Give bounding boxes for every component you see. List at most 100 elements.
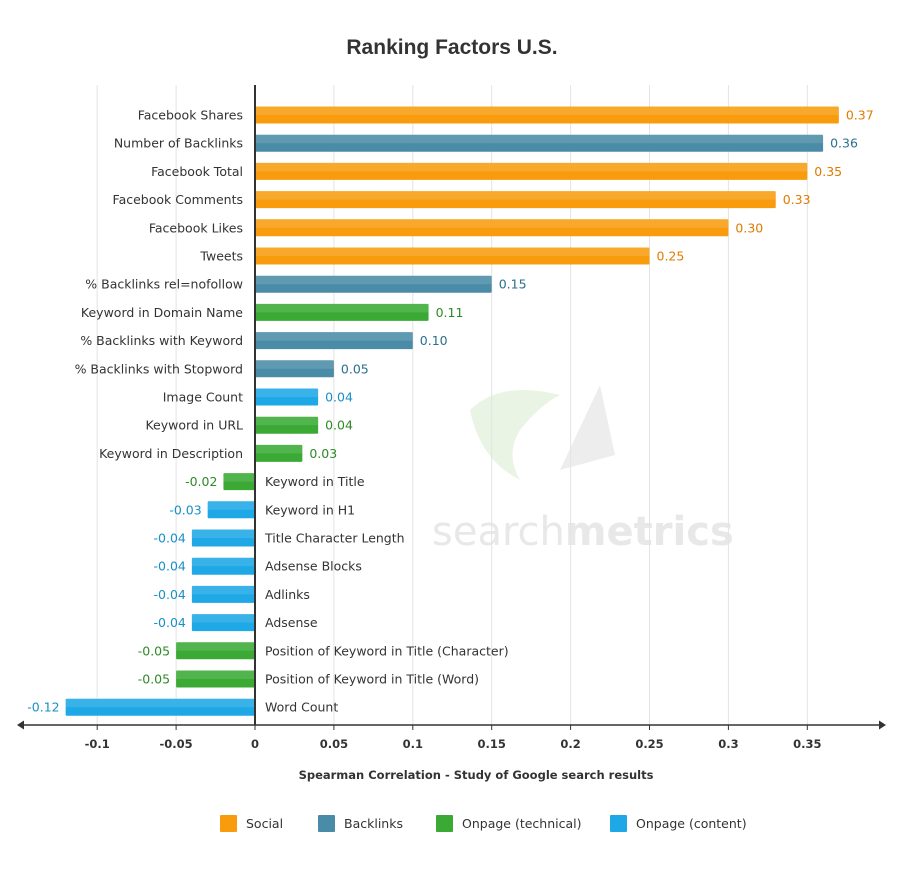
- category-label: Image Count: [163, 390, 243, 405]
- value-label: 0.36: [830, 136, 858, 151]
- category-label: Number of Backlinks: [114, 136, 243, 151]
- category-label: Position of Keyword in Title (Word): [265, 672, 479, 687]
- bar-highlight: [255, 247, 650, 256]
- bar: [255, 106, 839, 124]
- legend-label: Social: [246, 816, 283, 831]
- category-label: Adsense: [265, 615, 318, 630]
- chart-title: Ranking Factors U.S.: [346, 36, 557, 59]
- bar-highlight: [191, 529, 255, 538]
- category-label: Keyword in Description: [99, 446, 243, 461]
- bar-highlight: [191, 557, 255, 567]
- category-label: Keyword in Domain Name: [81, 305, 243, 320]
- bar-highlight: [255, 275, 492, 285]
- bar: [255, 416, 319, 434]
- bar: [255, 134, 824, 152]
- bar: [255, 162, 808, 180]
- bar-highlight: [255, 416, 319, 426]
- watermark-swoosh-icon: [470, 390, 560, 480]
- bar: [255, 275, 492, 293]
- bar: [191, 614, 255, 632]
- bar: [207, 501, 255, 519]
- value-label: -0.05: [138, 672, 170, 687]
- x-tick-label: 0.05: [320, 737, 348, 751]
- bar-highlight: [191, 614, 255, 623]
- bar: [176, 670, 255, 688]
- bar-highlight: [176, 670, 255, 679]
- legend-swatch: [610, 815, 627, 832]
- bars: Facebook Shares 0.37 Number of Backlinks 0.…: [27, 106, 874, 716]
- bar-highlight: [191, 585, 255, 595]
- value-label: 0.35: [814, 164, 842, 179]
- value-label: -0.12: [27, 700, 59, 715]
- legend-label: Onpage (technical): [462, 816, 582, 831]
- category-label: Adsense Blocks: [265, 559, 362, 574]
- category-label: % Backlinks with Stopword: [75, 361, 243, 376]
- bar-highlight: [176, 642, 255, 651]
- x-tick-label: 0.35: [793, 737, 821, 751]
- value-label: -0.02: [185, 474, 217, 489]
- category-label: Facebook Shares: [138, 108, 243, 123]
- bar-highlight: [255, 444, 303, 454]
- bar: [191, 585, 255, 603]
- bar: [65, 698, 255, 716]
- value-label: 0.10: [420, 333, 448, 348]
- legend-label: Onpage (content): [636, 816, 747, 831]
- value-label: 0.11: [436, 305, 464, 320]
- bar: [255, 219, 729, 237]
- watermark-arrow-icon: [560, 385, 615, 470]
- category-label: % Backlinks with Keyword: [80, 333, 243, 348]
- value-label: -0.04: [154, 615, 186, 630]
- value-label: 0.15: [499, 277, 527, 292]
- value-label: -0.04: [154, 531, 186, 546]
- category-label: Position of Keyword in Title (Character): [265, 643, 509, 658]
- x-axis-right-arrow-icon: [879, 720, 886, 730]
- category-label: Word Count: [265, 700, 338, 715]
- value-label: 0.33: [783, 192, 811, 207]
- legend-swatch: [436, 815, 453, 832]
- x-tick-label: 0.1: [403, 737, 423, 751]
- axes: -0.1 -0.05 0 0.05 0.1 0.15 0.2 0.25 0.3 0.35: [17, 85, 886, 751]
- value-label: 0.30: [735, 220, 763, 235]
- bar-highlight: [207, 501, 255, 510]
- bar-highlight: [255, 360, 334, 369]
- watermark-logo: searchmetrics: [432, 385, 734, 555]
- bar-highlight: [255, 219, 729, 228]
- x-tick-label: 0.3: [718, 737, 738, 751]
- value-label: 0.04: [325, 390, 353, 405]
- x-tick-label: -0.05: [160, 737, 193, 751]
- category-label: % Backlinks rel=nofollow: [85, 277, 243, 292]
- bar: [255, 332, 413, 350]
- value-label: -0.05: [138, 643, 170, 658]
- x-tick-label: 0.25: [635, 737, 663, 751]
- value-label: 0.25: [657, 249, 685, 264]
- category-label: Keyword in Title: [265, 474, 365, 489]
- x-tick-label: 0: [251, 737, 259, 751]
- value-label: -0.04: [154, 587, 186, 602]
- x-axis-title: Spearman Correlation - Study of Google s…: [299, 768, 654, 782]
- category-label: Keyword in URL: [145, 418, 243, 433]
- category-label: Facebook Comments: [113, 192, 243, 207]
- bar: [255, 444, 303, 462]
- bar-highlight: [255, 134, 824, 144]
- x-axis-left-arrow-icon: [17, 720, 24, 730]
- value-label: -0.03: [169, 502, 201, 517]
- bar: [176, 642, 255, 660]
- bar: [255, 191, 776, 209]
- bar: [255, 303, 429, 321]
- bar: [255, 388, 319, 406]
- bar-highlight: [255, 191, 776, 200]
- watermark-text: searchmetrics: [432, 509, 734, 555]
- x-tick-label: 0.15: [478, 737, 506, 751]
- bar-highlight: [255, 303, 429, 313]
- value-label: -0.04: [154, 559, 186, 574]
- bar: [255, 360, 334, 378]
- bar-highlight: [65, 698, 255, 708]
- value-label: 0.04: [325, 418, 353, 433]
- legend-swatch: [318, 815, 335, 832]
- bar-highlight: [223, 473, 255, 482]
- value-label: 0.03: [309, 446, 337, 461]
- category-label: Adlinks: [265, 587, 310, 602]
- bar: [255, 247, 650, 265]
